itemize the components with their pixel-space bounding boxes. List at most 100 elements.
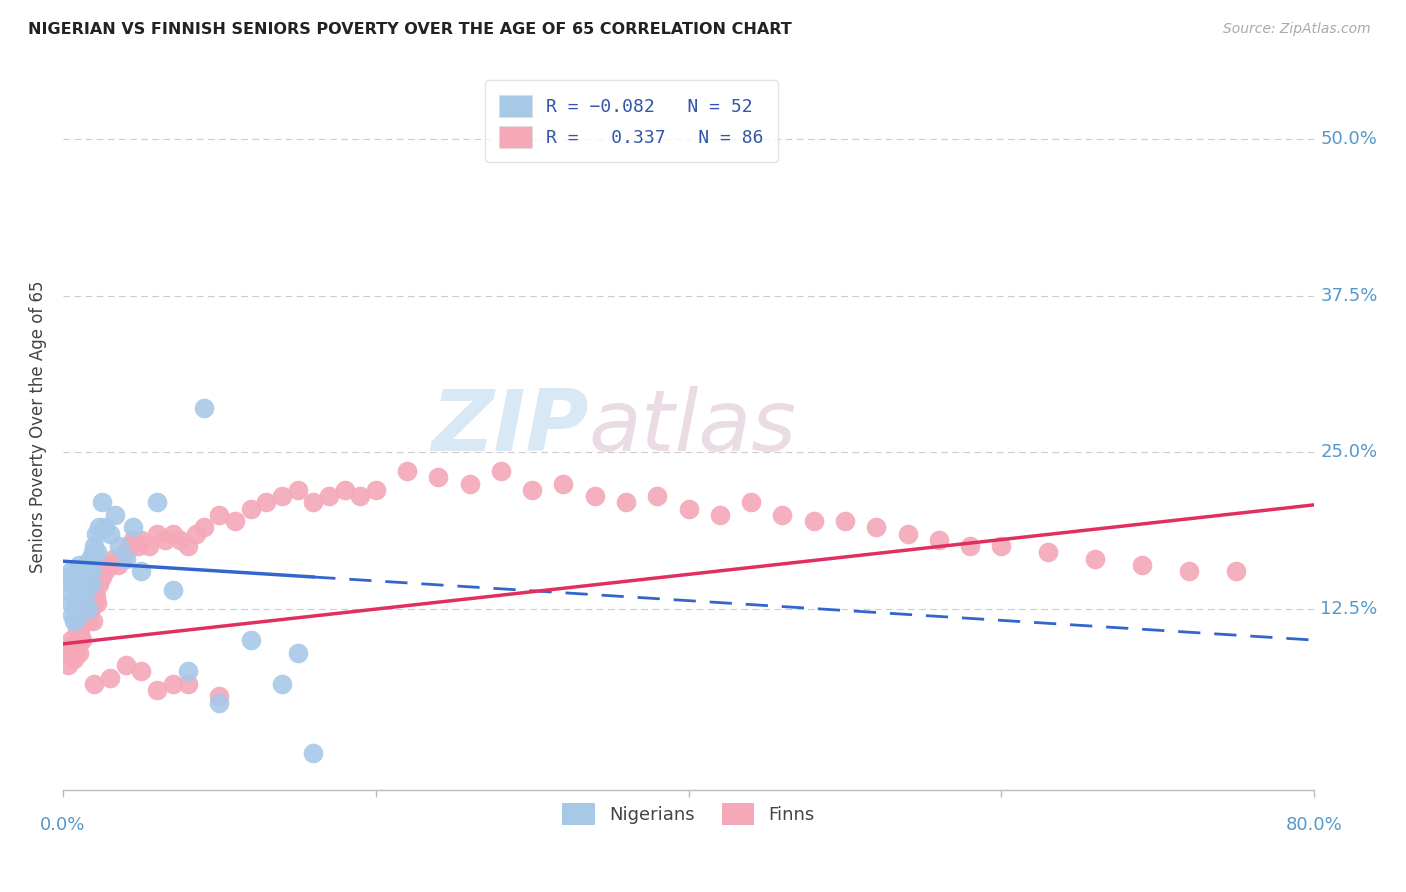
Point xyxy=(162,526,184,541)
Point xyxy=(69,627,91,641)
Point xyxy=(193,520,215,534)
Point xyxy=(522,483,544,497)
Point xyxy=(129,564,152,578)
Point xyxy=(287,483,309,497)
Point xyxy=(56,658,79,673)
Point xyxy=(114,551,136,566)
Point xyxy=(177,677,200,691)
Point xyxy=(76,558,98,572)
Point xyxy=(63,615,86,629)
Point xyxy=(740,495,762,509)
Point xyxy=(73,564,96,578)
Point xyxy=(84,526,107,541)
Text: 80.0%: 80.0% xyxy=(1285,816,1343,834)
Point xyxy=(169,533,191,547)
Point xyxy=(928,533,950,547)
Text: 37.5%: 37.5% xyxy=(1320,286,1378,305)
Point xyxy=(86,595,108,609)
Point xyxy=(146,683,169,698)
Point xyxy=(645,489,668,503)
Point xyxy=(83,595,105,609)
Point xyxy=(208,508,231,522)
Point xyxy=(208,696,231,710)
Point xyxy=(58,646,80,660)
Point xyxy=(127,539,149,553)
Point xyxy=(86,545,108,559)
Point xyxy=(896,526,918,541)
Point xyxy=(65,595,87,609)
Point xyxy=(63,652,86,666)
Point xyxy=(76,608,98,623)
Point xyxy=(193,401,215,416)
Point xyxy=(834,514,856,528)
Point xyxy=(162,582,184,597)
Point xyxy=(83,677,105,691)
Point xyxy=(118,539,141,553)
Point xyxy=(56,570,79,584)
Point xyxy=(69,564,91,578)
Point xyxy=(67,582,90,597)
Point xyxy=(72,601,94,615)
Point xyxy=(138,539,160,553)
Point xyxy=(770,508,793,522)
Point xyxy=(458,476,481,491)
Text: 0.0%: 0.0% xyxy=(41,816,86,834)
Point xyxy=(67,608,90,623)
Point xyxy=(79,595,101,609)
Point xyxy=(80,601,103,615)
Point xyxy=(91,495,114,509)
Point xyxy=(271,489,294,503)
Point xyxy=(72,615,94,629)
Point xyxy=(83,539,105,553)
Point xyxy=(1130,558,1153,572)
Text: 12.5%: 12.5% xyxy=(1320,599,1378,618)
Text: NIGERIAN VS FINNISH SENIORS POVERTY OVER THE AGE OF 65 CORRELATION CHART: NIGERIAN VS FINNISH SENIORS POVERTY OVER… xyxy=(28,22,792,37)
Point xyxy=(67,558,90,572)
Point xyxy=(364,483,387,497)
Point xyxy=(1084,551,1107,566)
Point xyxy=(59,633,82,648)
Point xyxy=(146,495,169,509)
Point xyxy=(73,608,96,623)
Point xyxy=(59,595,82,609)
Text: ZIP: ZIP xyxy=(430,385,589,468)
Point xyxy=(184,526,207,541)
Text: 25.0%: 25.0% xyxy=(1320,443,1378,461)
Point xyxy=(62,640,84,654)
Point xyxy=(396,464,419,478)
Point xyxy=(129,533,152,547)
Point xyxy=(254,495,277,509)
Point xyxy=(96,558,118,572)
Point xyxy=(94,564,117,578)
Point xyxy=(583,489,606,503)
Point xyxy=(67,646,90,660)
Point xyxy=(73,595,96,609)
Point xyxy=(107,558,129,572)
Point xyxy=(66,576,89,591)
Point xyxy=(79,551,101,566)
Point xyxy=(614,495,637,509)
Point xyxy=(302,746,325,760)
Text: 50.0%: 50.0% xyxy=(1320,130,1378,148)
Point xyxy=(76,582,98,597)
Point xyxy=(208,690,231,704)
Point xyxy=(72,576,94,591)
Point xyxy=(70,570,93,584)
Point xyxy=(108,539,131,553)
Point xyxy=(104,508,127,522)
Point xyxy=(98,526,121,541)
Point xyxy=(111,551,134,566)
Point xyxy=(114,545,136,559)
Point xyxy=(302,495,325,509)
Point xyxy=(67,633,90,648)
Point xyxy=(87,576,110,591)
Point xyxy=(224,514,246,528)
Point xyxy=(1038,545,1060,559)
Point xyxy=(98,671,121,685)
Point xyxy=(65,646,87,660)
Point xyxy=(427,470,450,484)
Point xyxy=(709,508,731,522)
Point xyxy=(62,576,84,591)
Point xyxy=(58,582,80,597)
Text: atlas: atlas xyxy=(589,385,796,468)
